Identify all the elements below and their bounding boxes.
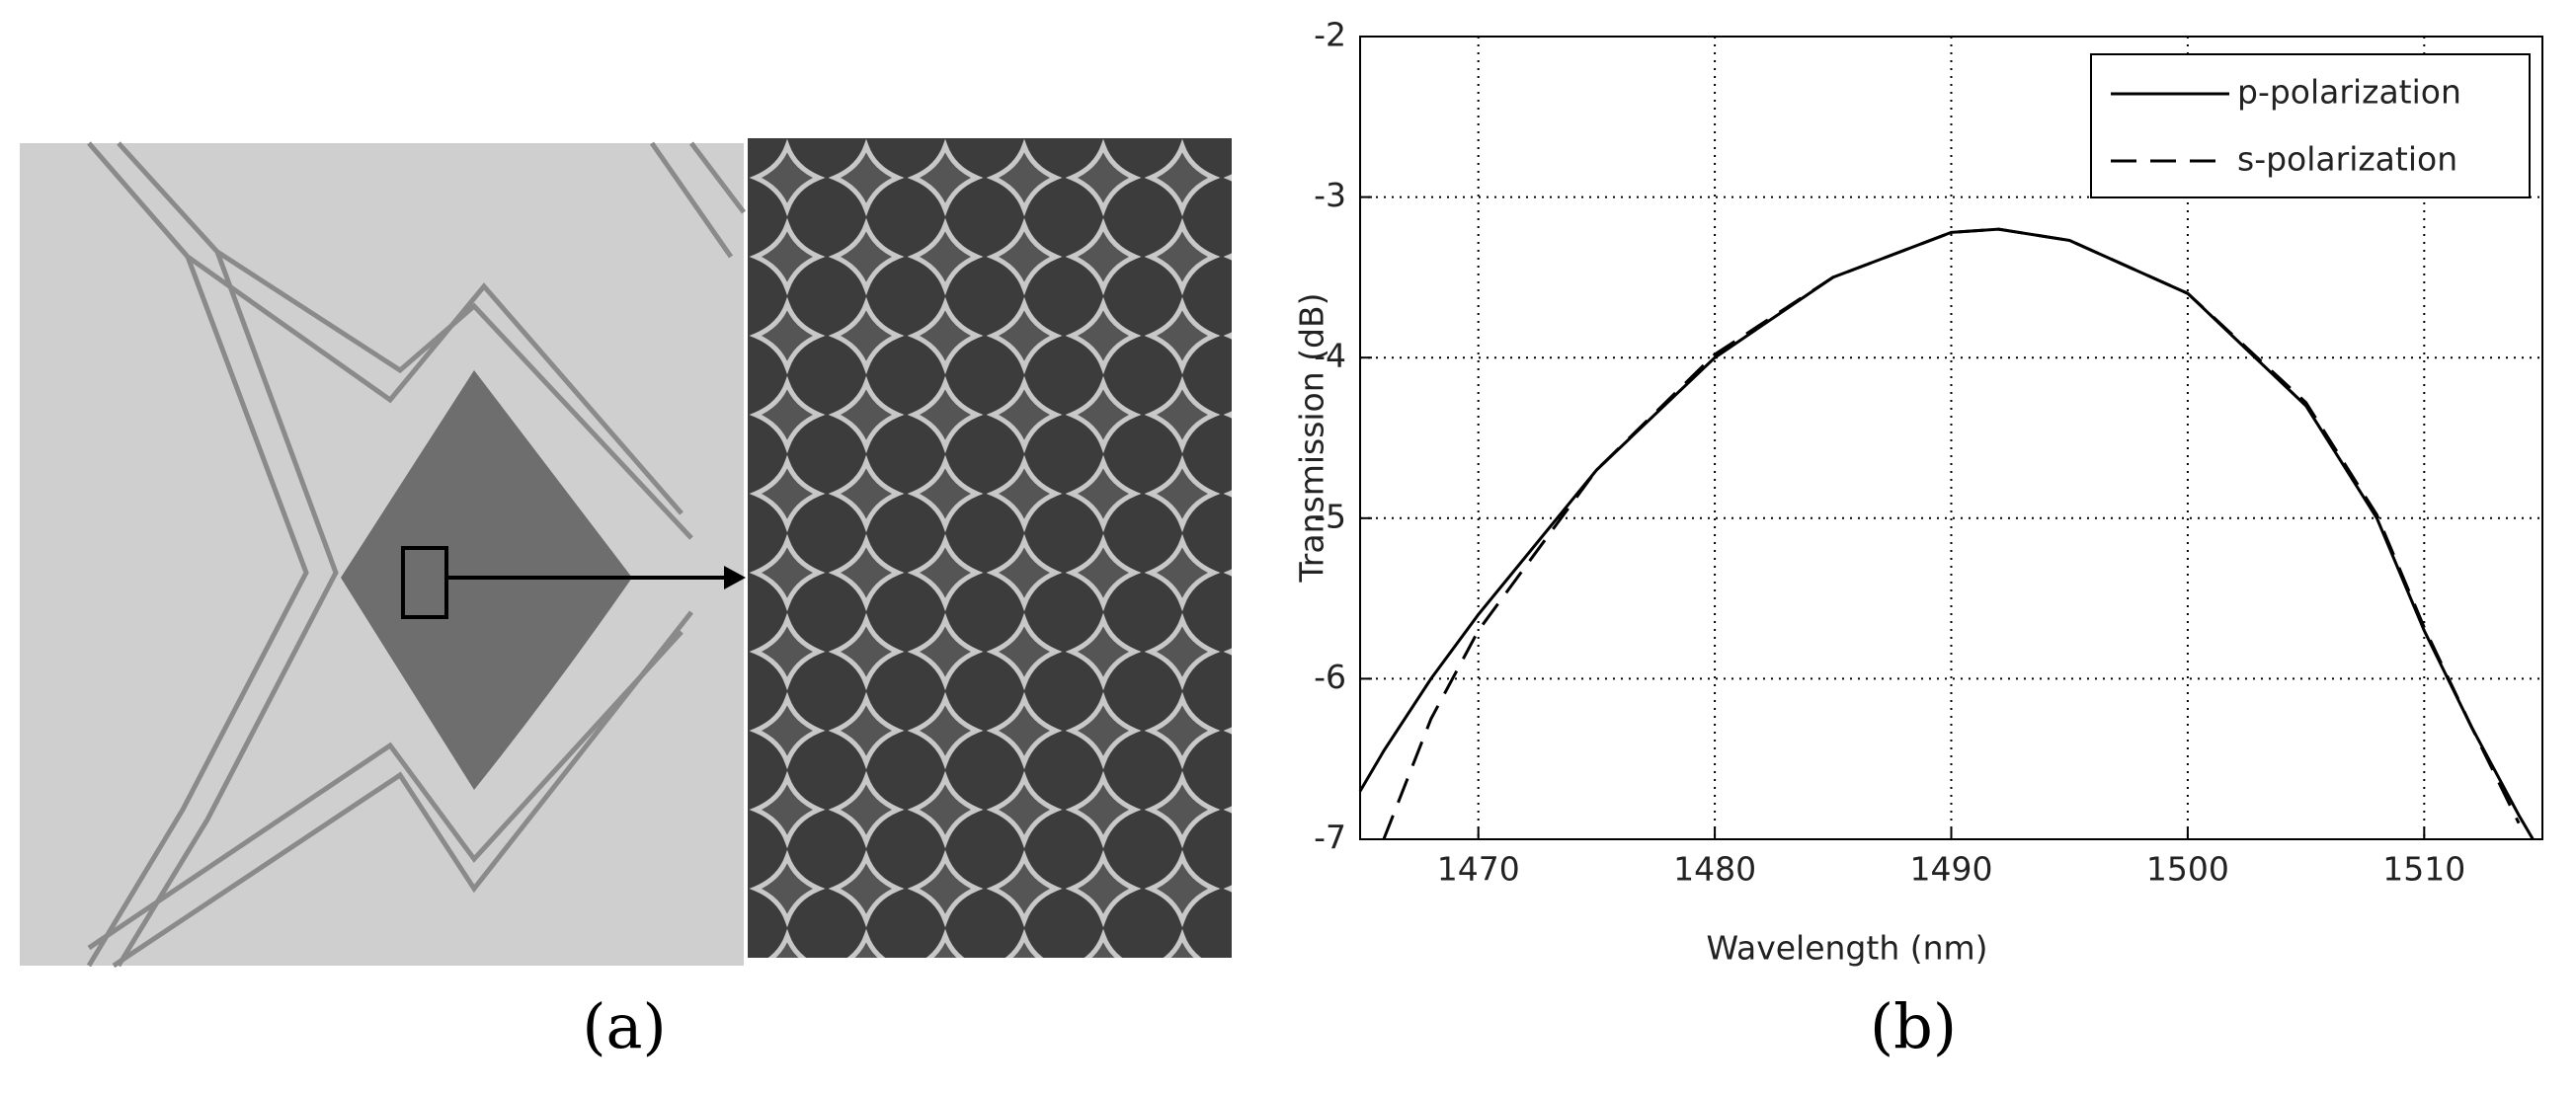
arrow-head xyxy=(724,566,746,589)
grating-region xyxy=(341,370,632,790)
zoom-box xyxy=(401,546,448,619)
x-tick-label: 1490 xyxy=(1910,850,1993,889)
micrograph xyxy=(20,138,1232,969)
series-line xyxy=(1382,227,2521,840)
y-tick-label: -3 xyxy=(1314,176,1346,214)
y-tick-label: -6 xyxy=(1314,658,1346,696)
legend-label: s-polarization xyxy=(2237,140,2457,179)
legend-box xyxy=(2090,53,2531,198)
panel-label: (a) xyxy=(582,990,666,1062)
x-axis-label: Wavelength (nm) xyxy=(1706,929,1987,968)
y-tick-label: -2 xyxy=(1314,16,1346,54)
x-tick-label: 1510 xyxy=(2382,850,2465,889)
y-axis-label: Transmission (dB) xyxy=(1293,292,1331,583)
y-tick-label: -5 xyxy=(1314,497,1346,535)
chart: Wavelength (nm) Transmission (dB) -7 -6 -5… xyxy=(1293,16,2543,968)
plot-frame xyxy=(1359,36,2543,840)
waveguides xyxy=(86,141,746,969)
x-tick-label: 1470 xyxy=(1437,850,1520,889)
x-tick-label: 1500 xyxy=(2146,850,2229,889)
legend-label: p-polarization xyxy=(2237,73,2461,112)
y-tick-label: -7 xyxy=(1314,819,1346,857)
panel-label: (b) xyxy=(1870,990,1957,1062)
x-tick-label: 1480 xyxy=(1673,850,1756,889)
zoom-image xyxy=(748,138,1232,958)
y-tick-label: -4 xyxy=(1314,337,1346,375)
